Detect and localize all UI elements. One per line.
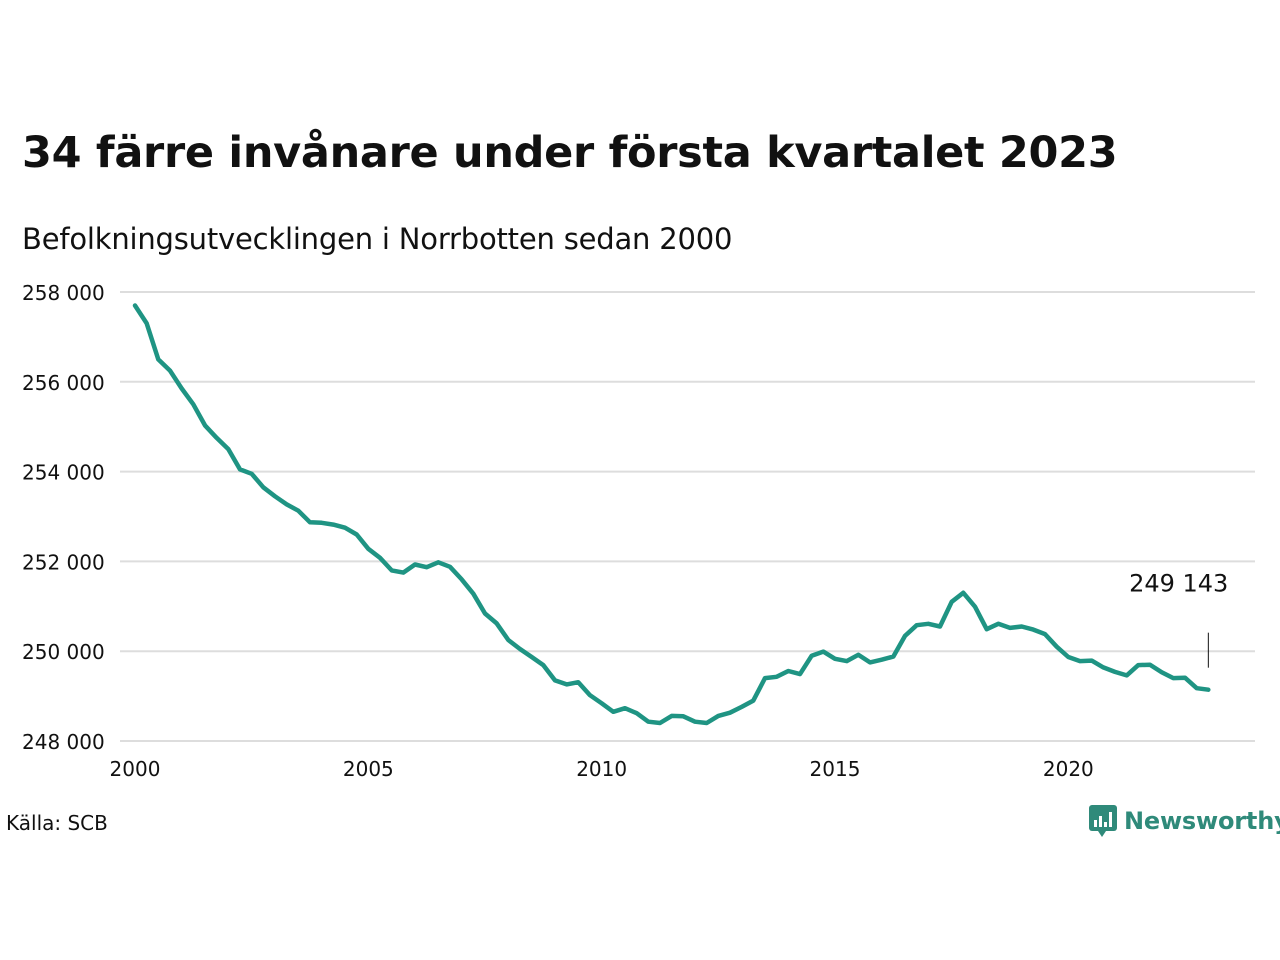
x-tick-label: 2005 <box>343 757 394 781</box>
x-tick-label: 2020 <box>1043 757 1094 781</box>
chart-subtitle: Befolkningsutvecklingen i Norrbotten sed… <box>22 222 733 256</box>
y-tick-label: 254 000 <box>22 461 105 485</box>
x-tick-label: 2015 <box>810 757 861 781</box>
newsworthy-logo[interactable]: Newsworthy <box>1088 804 1280 838</box>
annotation-value-label: 249 143 <box>1129 570 1228 598</box>
y-tick-label: 250 000 <box>22 640 105 664</box>
x-tick-label: 2000 <box>110 757 161 781</box>
x-tick-label: 2010 <box>576 757 627 781</box>
newsworthy-logo-icon <box>1089 805 1117 837</box>
y-tick-label: 248 000 <box>22 730 105 754</box>
chart-title: 34 färre invånare under första kvartalet… <box>22 128 1118 178</box>
grid-lines <box>120 291 1255 742</box>
x-axis-labels: 2000 2005 2010 2015 2020 <box>110 757 1094 781</box>
newsworthy-logo-text: Newsworthy <box>1124 807 1280 835</box>
y-axis-labels: 248 000 250 000 252 000 254 000 256 000 258 0… <box>22 281 105 754</box>
y-tick-label: 258 000 <box>22 281 105 305</box>
y-tick-label: 256 000 <box>22 371 105 395</box>
population-series-line <box>132 303 1211 726</box>
y-tick-label: 252 000 <box>22 550 105 574</box>
source-note: Källa: SCB <box>6 811 108 835</box>
